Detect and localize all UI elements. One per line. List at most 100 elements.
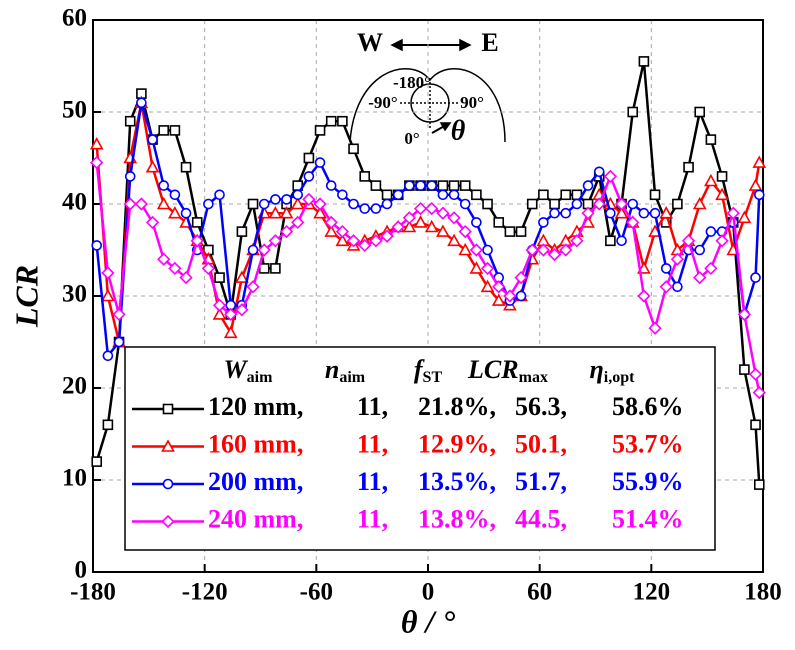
marker	[392, 189, 404, 201]
y-tick-label: 30	[62, 281, 87, 308]
marker	[436, 224, 450, 237]
marker	[515, 290, 527, 302]
x-tick-label: -60	[300, 579, 333, 606]
marker	[101, 288, 115, 302]
marker	[570, 234, 584, 248]
marker	[471, 189, 482, 201]
marker	[549, 198, 560, 210]
marker	[246, 280, 260, 294]
marker	[649, 189, 661, 201]
marker	[614, 206, 629, 219]
marker	[493, 217, 505, 228]
marker	[716, 171, 728, 182]
marker	[437, 189, 449, 201]
marker	[123, 197, 137, 211]
marker	[145, 160, 160, 173]
marker	[447, 211, 461, 225]
marker	[694, 244, 706, 256]
legend-header-main: n	[325, 355, 339, 384]
legend-label: 240 mm,	[208, 504, 303, 533]
marker	[369, 234, 383, 248]
marker	[638, 207, 650, 219]
legend-header-sub: aim	[247, 369, 273, 386]
marker	[469, 243, 484, 257]
legend-cell: 11,	[357, 392, 388, 421]
legend-cell: 50.1,	[515, 429, 567, 458]
marker	[302, 192, 316, 207]
marker	[145, 215, 160, 230]
marker	[158, 125, 170, 136]
marker	[638, 56, 650, 67]
marker	[471, 217, 482, 228]
inset-diagram: W E -180°-90° 90° 0° θ	[349, 28, 506, 148]
marker	[627, 198, 639, 210]
marker	[224, 307, 238, 322]
y-tick-label: 60	[62, 5, 87, 32]
marker	[391, 220, 405, 234]
marker	[436, 206, 450, 220]
marker	[235, 303, 249, 317]
legend-header-main: LCR	[467, 355, 519, 384]
marker	[448, 180, 460, 191]
marker	[424, 219, 439, 233]
x-tick-label: 0	[422, 579, 435, 606]
marker	[748, 178, 763, 191]
inset-arrowhead	[439, 122, 452, 132]
marker	[402, 211, 417, 225]
marker	[753, 479, 765, 490]
annotation: 90°	[460, 93, 484, 112]
marker	[560, 189, 572, 201]
marker	[359, 171, 371, 182]
marker	[402, 219, 417, 233]
marker	[124, 171, 136, 182]
marker	[190, 234, 204, 248]
marker	[737, 307, 752, 322]
marker	[346, 234, 361, 248]
marker	[258, 198, 270, 210]
marker	[279, 224, 294, 239]
legend-header-sub: max	[519, 369, 548, 386]
marker	[750, 419, 761, 431]
marker	[670, 252, 685, 266]
marker	[268, 206, 283, 219]
marker	[672, 281, 683, 293]
marker	[303, 152, 315, 164]
legend-label: 200 mm,	[208, 467, 303, 496]
marker	[113, 336, 125, 348]
legend-cell: 13.8%,	[418, 504, 496, 533]
marker	[162, 478, 174, 490]
marker	[693, 270, 707, 285]
legend-cell: 55.9%	[612, 467, 684, 496]
marker	[235, 270, 249, 283]
annotation: 0°	[404, 129, 419, 148]
marker	[169, 189, 181, 201]
marker	[161, 439, 175, 452]
marker	[538, 217, 549, 228]
marker	[136, 97, 147, 109]
plot-frame	[92, 19, 764, 573]
legend-header: ηi,opt	[590, 355, 636, 386]
marker	[290, 196, 305, 210]
marker	[124, 115, 136, 127]
marker	[504, 226, 516, 237]
marker	[214, 189, 225, 201]
marker	[134, 197, 149, 211]
marker	[547, 247, 562, 262]
marker	[694, 106, 706, 118]
marker	[180, 161, 192, 173]
marker	[359, 203, 371, 214]
marker	[705, 134, 717, 145]
marker	[236, 226, 248, 237]
annotation: W	[357, 28, 383, 57]
marker	[291, 215, 305, 230]
marker	[748, 367, 763, 381]
marker	[314, 157, 326, 168]
x-axis-label: θ / °	[401, 603, 456, 639]
marker	[480, 279, 495, 293]
annotation: E	[481, 28, 498, 57]
marker	[191, 217, 203, 228]
annotation: -180°	[393, 73, 431, 92]
marker	[337, 189, 348, 201]
marker	[458, 224, 472, 239]
